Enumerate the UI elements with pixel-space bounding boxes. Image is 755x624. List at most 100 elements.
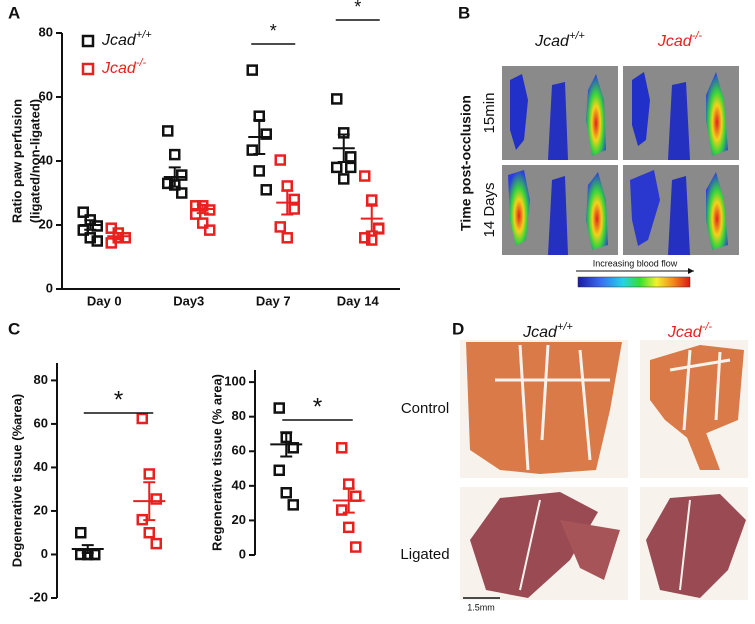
arrow-head [688, 268, 694, 274]
significance-label: * [313, 393, 322, 420]
panel-label: C [8, 319, 20, 338]
point [288, 193, 300, 206]
point [260, 128, 272, 140]
point [246, 64, 258, 76]
scale-label: Increasing blood flow [593, 258, 678, 268]
point [150, 493, 162, 505]
y-axis-label: Ratio paw perfusion [9, 99, 24, 223]
point [343, 521, 355, 534]
panel-label: A [8, 3, 20, 22]
error-bar [365, 204, 378, 233]
point [91, 235, 103, 247]
point [359, 170, 371, 182]
significance-label: * [114, 386, 123, 413]
point [274, 221, 286, 233]
point [350, 541, 362, 553]
y-tick-label: 40 [232, 477, 246, 492]
point [260, 184, 272, 196]
y-tick-label: 0 [46, 280, 53, 295]
histology-panel: Jcad+/+ Jcad-/- Control Ligated 1.5mm [400, 321, 748, 612]
point [143, 468, 155, 480]
point [336, 504, 348, 516]
histology-images [460, 340, 748, 600]
row-label: 15min [481, 93, 498, 134]
point [253, 165, 265, 177]
column-header: Jcad+/+ [534, 30, 585, 50]
point [273, 464, 285, 477]
point [75, 526, 87, 539]
point [366, 234, 378, 246]
error-bar [84, 219, 97, 231]
y-tick-label: 100 [224, 374, 246, 389]
point [143, 526, 155, 539]
point [204, 224, 216, 236]
x-tick-label: Day 7 [256, 293, 291, 308]
row-axis-label: Time post-occlusion [458, 95, 474, 231]
point [331, 161, 343, 174]
error-bar [280, 431, 293, 458]
row-label: Control [401, 400, 449, 417]
error-bar [253, 119, 266, 155]
error-bar [112, 232, 125, 241]
x-tick-label: Day3 [173, 293, 204, 308]
y-tick-label: 0 [41, 546, 48, 561]
point [281, 232, 293, 244]
point [345, 161, 357, 174]
point [197, 217, 209, 229]
column-header: Jcad-/- [657, 30, 703, 50]
error-bar [342, 487, 355, 514]
y-tick-label: 40 [34, 459, 48, 474]
y-tick-label: 60 [39, 88, 53, 103]
point [150, 537, 162, 550]
row-label: 14 Days [481, 182, 498, 237]
legend-marker [81, 62, 95, 76]
error-bar [168, 166, 181, 188]
error-bar [143, 481, 156, 522]
y-axis-label: (ligated/non-ligated) [27, 99, 42, 223]
point [162, 125, 174, 137]
error-bar [281, 189, 294, 216]
y-tick-label: 40 [39, 152, 53, 167]
point [246, 144, 258, 156]
legend-label: Jcad-/- [101, 57, 147, 77]
point [274, 154, 286, 166]
column-header: Jcad+/+ [522, 321, 573, 341]
point [287, 499, 299, 511]
color-bar [577, 276, 691, 288]
point [350, 490, 362, 502]
point [273, 402, 285, 414]
y-tick-label: 20 [34, 502, 48, 517]
y-tick-label: 80 [34, 372, 48, 387]
y-tick-label: 60 [232, 443, 246, 458]
point [366, 194, 378, 206]
point [176, 187, 188, 199]
point [287, 442, 299, 454]
point [331, 93, 343, 105]
point [280, 487, 292, 499]
y-axis-label: Regenerative tissue (% area) [209, 374, 224, 551]
point [77, 206, 89, 218]
point [281, 180, 293, 192]
point [176, 169, 188, 181]
point [359, 232, 371, 244]
panel-label: D [452, 319, 464, 338]
y-axis-label: Degenerative tissue (%area) [9, 394, 24, 567]
error-bar [337, 133, 350, 163]
y-tick-label: 60 [34, 415, 48, 430]
significance-label: * [354, 0, 361, 17]
legend-label: Jcad+/+ [101, 29, 152, 49]
doppler-images [502, 66, 739, 255]
point [169, 148, 181, 161]
column-header: Jcad-/- [667, 321, 713, 341]
y-tick-label: 80 [39, 24, 53, 39]
panel-label: B [458, 3, 470, 22]
point [373, 222, 385, 234]
point [336, 442, 348, 454]
point [136, 412, 148, 425]
significance-label: * [270, 21, 277, 41]
point [345, 151, 357, 163]
point [162, 177, 174, 190]
legend-marker [81, 34, 95, 48]
